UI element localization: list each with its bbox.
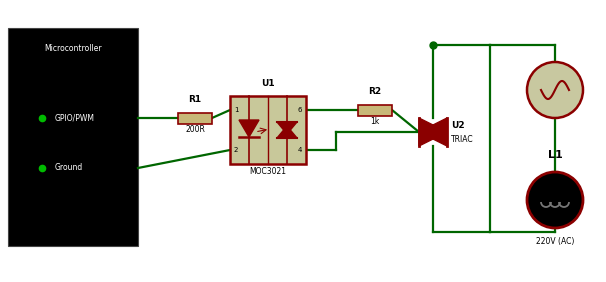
Text: 6: 6 xyxy=(298,107,302,113)
Circle shape xyxy=(527,172,583,228)
Polygon shape xyxy=(277,126,297,138)
Text: MOC3021: MOC3021 xyxy=(250,167,287,176)
Polygon shape xyxy=(277,122,297,134)
Polygon shape xyxy=(239,120,259,137)
Text: U2: U2 xyxy=(451,122,465,131)
Bar xyxy=(358,105,392,116)
Polygon shape xyxy=(419,118,447,146)
Text: Ground: Ground xyxy=(55,164,83,173)
Text: TRIAC: TRIAC xyxy=(451,135,474,144)
Polygon shape xyxy=(419,118,447,146)
Circle shape xyxy=(527,62,583,118)
Text: 200R: 200R xyxy=(185,125,205,135)
Text: Microcontroller: Microcontroller xyxy=(44,44,102,53)
Bar xyxy=(8,28,138,246)
Bar xyxy=(178,113,212,124)
Text: U1: U1 xyxy=(261,79,275,88)
Text: R2: R2 xyxy=(368,87,382,96)
Text: L1: L1 xyxy=(548,150,562,160)
Text: 220V (AC): 220V (AC) xyxy=(536,237,574,246)
Text: 1: 1 xyxy=(234,107,239,113)
Bar xyxy=(230,96,306,164)
Text: 1k: 1k xyxy=(370,118,379,127)
Text: 4: 4 xyxy=(298,147,302,153)
Text: GPIO/PWM: GPIO/PWM xyxy=(55,113,95,122)
Text: R1: R1 xyxy=(188,96,202,105)
Text: 2: 2 xyxy=(234,147,238,153)
